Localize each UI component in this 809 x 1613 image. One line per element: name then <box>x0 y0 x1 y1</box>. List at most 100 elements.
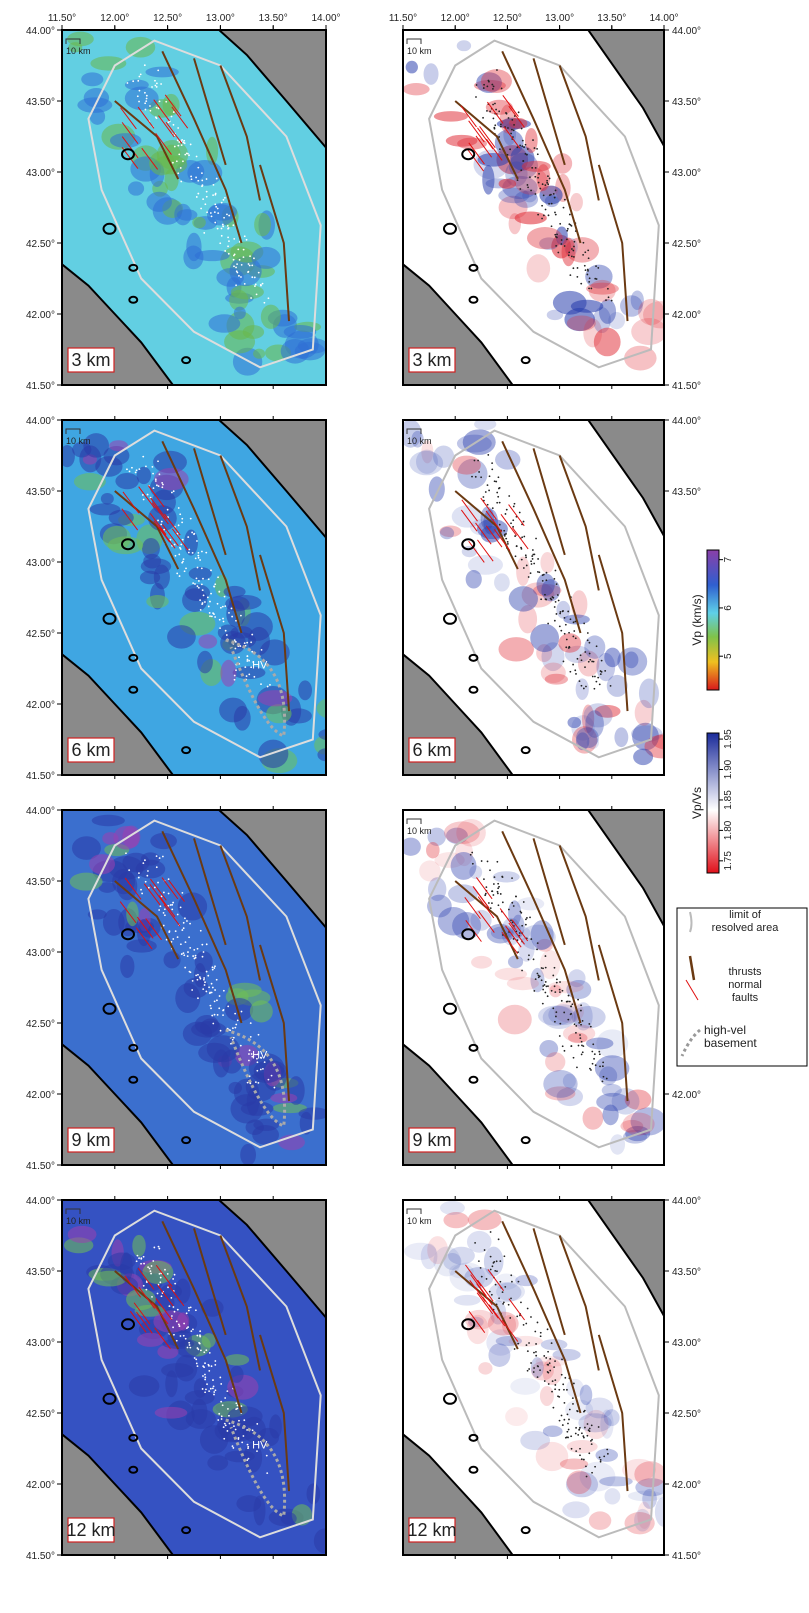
earthquake <box>172 111 175 113</box>
velocity-anomaly <box>420 1243 438 1270</box>
earthquake <box>202 594 205 597</box>
velocity-anomaly <box>306 1483 321 1505</box>
earthquake <box>554 1384 557 1386</box>
earthquake <box>545 985 548 988</box>
velocity-anomaly <box>433 1246 461 1277</box>
earthquake <box>195 974 198 977</box>
earthquake <box>499 1280 502 1283</box>
depth-label: 12 km <box>407 1520 456 1540</box>
earthquake <box>248 659 251 662</box>
earthquake <box>262 1067 264 1070</box>
earthquake <box>188 1341 191 1344</box>
earthquake <box>263 1061 266 1064</box>
earthquake <box>568 1408 571 1411</box>
earthquake <box>201 172 203 175</box>
velocity-anomaly <box>562 1073 576 1089</box>
velocity-anomaly <box>269 1414 282 1439</box>
earthquake <box>128 869 131 872</box>
earthquake <box>580 1023 582 1026</box>
earthquake <box>196 1334 199 1337</box>
velocity-anomaly <box>467 554 503 575</box>
lat-tick-label: 44.00° <box>672 416 701 427</box>
earthquake <box>187 551 190 554</box>
earthquake <box>235 266 237 269</box>
earthquake <box>560 243 563 245</box>
earthquake <box>534 166 537 169</box>
earthquake <box>539 1335 542 1338</box>
velocity-anomaly <box>227 982 262 998</box>
panel-frame <box>402 29 665 386</box>
earthquake <box>189 143 192 146</box>
earthquake <box>199 1349 202 1352</box>
earthquake <box>214 1389 217 1392</box>
gray-area <box>217 30 326 150</box>
thrust <box>597 164 629 322</box>
earthquake <box>553 1020 556 1023</box>
earthquake <box>153 886 156 889</box>
normal-fault <box>120 107 137 130</box>
velocity-anomaly <box>439 1200 465 1215</box>
velocity-anomaly <box>539 1385 554 1406</box>
velocity-anomaly <box>466 1230 492 1253</box>
earthquake <box>483 83 485 86</box>
earthquake <box>167 904 170 907</box>
velocity-anomaly <box>476 72 502 94</box>
earthquake <box>571 1397 574 1399</box>
earthquake <box>137 876 140 879</box>
earthquake <box>565 638 568 641</box>
earthquake <box>191 989 194 991</box>
lat-tick-label: 43.50° <box>26 877 55 888</box>
earthquake <box>556 236 558 239</box>
velocity-anomaly <box>251 246 281 269</box>
lon-tick-label: 12.50° <box>153 13 182 24</box>
earthquake <box>202 1365 205 1368</box>
earthquake <box>601 1065 604 1068</box>
earthquake <box>169 904 172 906</box>
velocity-anomaly <box>108 509 134 526</box>
hv-label: HV <box>252 660 268 672</box>
earthquake <box>548 1362 551 1365</box>
resolved-limit <box>428 1209 660 1539</box>
normal-fault <box>136 916 154 939</box>
earthquake <box>246 655 249 658</box>
velocity-anomaly <box>465 570 482 589</box>
scale-bar <box>406 1208 422 1214</box>
lake <box>442 1002 457 1015</box>
earthquake <box>474 475 477 478</box>
panel-frame <box>61 29 327 386</box>
velocity-anomaly <box>62 445 75 468</box>
earthquake <box>240 263 243 266</box>
normal-fault <box>487 101 504 124</box>
earthquake <box>246 658 249 661</box>
earthquake <box>205 195 208 198</box>
earthquake <box>588 287 590 290</box>
earthquake <box>480 860 483 862</box>
earthquake <box>599 1065 601 1068</box>
legend-symbol <box>688 955 696 981</box>
earthquake <box>196 1365 199 1368</box>
earthquake <box>208 1351 211 1354</box>
earthquake <box>177 507 180 509</box>
earthquake <box>517 1342 520 1345</box>
earthquake <box>215 177 218 180</box>
earthquake <box>474 1241 477 1244</box>
earthquake <box>138 872 140 875</box>
earthquake <box>531 549 534 551</box>
thrust <box>532 838 566 946</box>
earthquake <box>544 991 547 994</box>
earthquake <box>567 254 570 257</box>
earthquake <box>199 929 202 932</box>
earthquake <box>536 942 539 945</box>
earthquake <box>222 1014 224 1017</box>
earthquake <box>180 543 183 546</box>
earthquake <box>588 1452 591 1455</box>
earthquake <box>591 1438 593 1441</box>
earthquake <box>572 267 575 270</box>
velocity-anomaly <box>188 567 212 581</box>
earthquake <box>182 160 184 163</box>
earthquake <box>186 920 188 922</box>
earthquake <box>214 193 217 196</box>
earthquake <box>568 631 570 634</box>
earthquake <box>240 276 242 278</box>
earthquake <box>540 967 543 969</box>
